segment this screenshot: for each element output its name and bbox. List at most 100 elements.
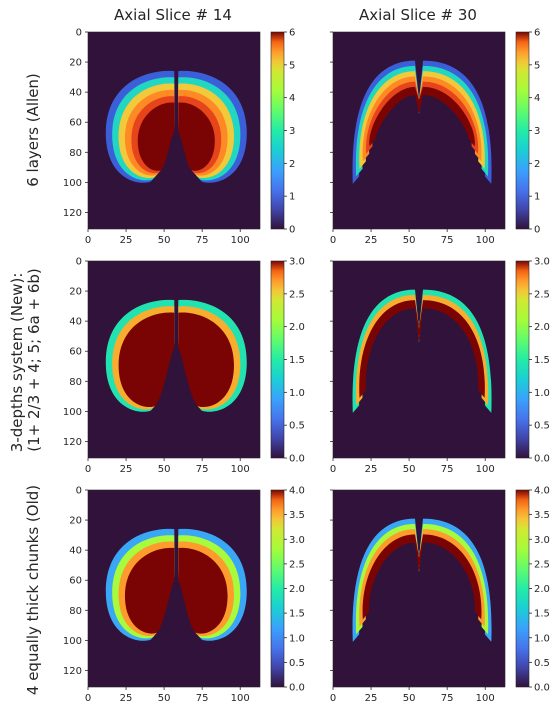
colorbar-tick-label: 0.0 bbox=[534, 454, 550, 465]
colorbar bbox=[271, 261, 284, 458]
y-tick-label: 120 bbox=[63, 437, 82, 448]
x-tick-label: 100 bbox=[476, 464, 495, 475]
x-tick-label: 100 bbox=[231, 235, 250, 246]
x-tick-label: 0 bbox=[330, 235, 336, 246]
colorbar-tick-label: 2.5 bbox=[289, 559, 305, 570]
region-left-hemisphere bbox=[118, 312, 175, 408]
x-tick-label: 50 bbox=[403, 235, 416, 246]
y-tick-label: 80 bbox=[69, 148, 82, 159]
colorbar-tick-label: 2.0 bbox=[289, 584, 305, 595]
region-right-hemisphere bbox=[178, 102, 215, 171]
region-right-hemisphere bbox=[178, 312, 234, 408]
y-tick-label: 120 bbox=[63, 208, 82, 219]
column-title-slice-30: Axial Slice # 30 bbox=[359, 6, 477, 24]
colorbar bbox=[516, 32, 529, 229]
region-cortex-band bbox=[369, 86, 475, 147]
plot-frame bbox=[87, 260, 261, 459]
colorbar-tick-label: 4.0 bbox=[534, 486, 550, 497]
x-tick-label: 50 bbox=[158, 464, 171, 475]
row-label-old: 4 equally thick chunks (Old) bbox=[24, 485, 42, 695]
x-tick-label: 25 bbox=[365, 464, 378, 475]
y-tick-label: 120 bbox=[63, 666, 82, 677]
colorbar bbox=[516, 490, 529, 687]
x-tick-label: 0 bbox=[85, 464, 91, 475]
colorbar-tick-label: 3 bbox=[289, 126, 295, 137]
y-tick-label: 60 bbox=[69, 347, 82, 358]
x-tick-label: 75 bbox=[196, 235, 209, 246]
y-tick-label: 100 bbox=[63, 636, 82, 647]
heatmap-panel: 0 25 50 75 100 0 20 40 60 80 100 120 0.0 0.5 1.0 1.5 2.0… bbox=[63, 257, 305, 476]
y-tick-label: 0 bbox=[76, 28, 82, 39]
colorbar-tick-label: 6 bbox=[289, 28, 295, 39]
heatmap-panel: 0 25 50 75 100 0 20 40 60 80 100 120 0 1 2 3 4 5 6 bbox=[63, 28, 295, 247]
x-tick-label: 50 bbox=[403, 693, 416, 704]
x-tick-label: 100 bbox=[231, 464, 250, 475]
colorbar-tick-label: 4 bbox=[289, 93, 295, 104]
heatmap-regions bbox=[105, 70, 247, 183]
colorbar-tick-label: 0.0 bbox=[289, 683, 305, 694]
x-tick-label: 75 bbox=[441, 693, 454, 704]
y-tick-label: 60 bbox=[69, 118, 82, 129]
heatmap-panel: 0 25 50 75 100 0 20 40 60 80 100 120 0.0 0.5 1.0 1.5 2.0… bbox=[63, 486, 305, 705]
colorbar bbox=[271, 490, 284, 687]
x-tick-label: 25 bbox=[365, 693, 378, 704]
y-tick-label: 40 bbox=[69, 317, 82, 328]
x-tick-label: 100 bbox=[476, 693, 495, 704]
colorbar-tick-label: 1 bbox=[289, 192, 295, 203]
x-tick-label: 50 bbox=[403, 464, 416, 475]
x-tick-label: 25 bbox=[120, 693, 133, 704]
row-label-allen: 6 layers (Allen) bbox=[24, 73, 42, 187]
colorbar-tick-label: 5 bbox=[534, 60, 540, 71]
y-tick-label: 80 bbox=[69, 377, 82, 388]
colorbar-tick-label: 1.0 bbox=[289, 388, 305, 399]
colorbar-tick-label: 1.0 bbox=[534, 388, 550, 399]
row-label-new: 3-depths system (New): (1+ 2/3 + 4; 5; 6… bbox=[8, 268, 43, 452]
colorbar-tick-label: 1.5 bbox=[289, 609, 305, 620]
colorbar-tick-label: 0.0 bbox=[534, 683, 550, 694]
y-tick-label: 100 bbox=[63, 407, 82, 418]
heatmap-regions bbox=[352, 60, 492, 184]
plot-frame bbox=[87, 489, 261, 688]
y-tick-label: 20 bbox=[69, 287, 82, 298]
colorbar-tick-label: 0.5 bbox=[289, 421, 305, 432]
x-tick-label: 0 bbox=[330, 693, 336, 704]
colorbar-tick-label: 5 bbox=[289, 60, 295, 71]
heatmap-panel: 0 25 50 75 100 0.0 0.5 1.0 1.5 2.0 2.5 3.0 bbox=[330, 257, 550, 476]
y-tick-label: 20 bbox=[69, 58, 82, 69]
colorbar-tick-label: 3.0 bbox=[289, 535, 305, 546]
colorbar-tick-label: 3.5 bbox=[534, 510, 550, 521]
x-tick-label: 100 bbox=[231, 693, 250, 704]
colorbar-tick-label: 2.0 bbox=[534, 584, 550, 595]
colorbar-tick-label: 2.5 bbox=[289, 289, 305, 300]
colorbar-tick-label: 1.0 bbox=[289, 633, 305, 644]
region-left-hemisphere bbox=[137, 102, 175, 171]
y-tick-label: 100 bbox=[63, 178, 82, 189]
x-tick-label: 75 bbox=[441, 235, 454, 246]
colorbar-tick-label: 6 bbox=[534, 28, 540, 39]
colorbar bbox=[516, 261, 529, 458]
colorbar-tick-label: 1.5 bbox=[534, 355, 550, 366]
heatmap-panel: 0 25 50 75 100 0.0 0.5 1.0 1.5 2.0 2.5 3.0 3.5 4.0 bbox=[330, 486, 550, 705]
colorbar-tick-label: 1.5 bbox=[534, 609, 550, 620]
colorbar-tick-label: 0 bbox=[289, 225, 295, 236]
x-tick-label: 25 bbox=[365, 235, 378, 246]
colorbar-tick-label: 0.5 bbox=[534, 658, 550, 669]
row-label-new-line-2: (1+ 2/3 + 4; 5; 6a + 6b) bbox=[25, 268, 43, 451]
colorbar-tick-label: 4 bbox=[534, 93, 540, 104]
plot-frame bbox=[332, 489, 506, 688]
colorbar-tick-label: 0.5 bbox=[289, 658, 305, 669]
x-tick-label: 0 bbox=[85, 235, 91, 246]
colorbar-tick-label: 0.0 bbox=[289, 454, 305, 465]
row-label-new-line-1: 3-depths system (New): bbox=[8, 273, 26, 453]
heatmap-panel: 0 25 50 75 100 0 1 2 3 4 5 6 bbox=[330, 28, 541, 247]
x-tick-label: 0 bbox=[85, 693, 91, 704]
colorbar-tick-label: 3 bbox=[534, 126, 540, 137]
y-tick-label: 80 bbox=[69, 606, 82, 617]
row-label-old-line: 4 equally thick chunks (Old) bbox=[24, 485, 42, 695]
colorbar-tick-label: 3.0 bbox=[534, 257, 550, 268]
row-label-allen-line: 6 layers (Allen) bbox=[24, 73, 42, 187]
colorbar-tick-label: 1.5 bbox=[289, 355, 305, 366]
colorbar-tick-label: 0 bbox=[534, 225, 540, 236]
